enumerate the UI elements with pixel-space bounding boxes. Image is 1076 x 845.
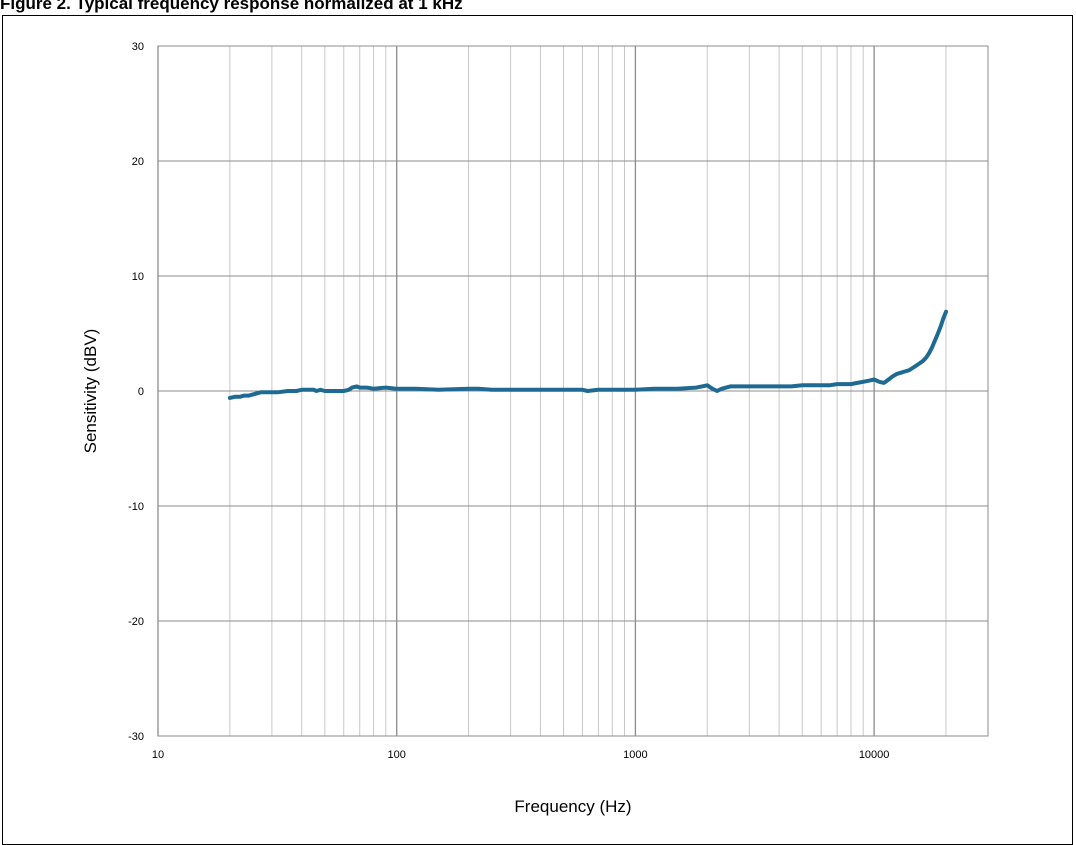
y-tick-label: -30 <box>128 731 144 743</box>
y-tick-label: -20 <box>128 616 144 628</box>
y-tick-label: 30 <box>132 41 144 53</box>
x-tick-label: 10 <box>152 749 164 761</box>
plot-area <box>157 45 989 737</box>
y-tick-label: 0 <box>138 386 144 398</box>
x-axis-title: Frequency (Hz) <box>514 797 631 816</box>
series-line <box>227 309 948 400</box>
y-tick-label: -10 <box>128 501 144 513</box>
y-axis-title: Sensitivity (dBV) <box>81 329 100 454</box>
figure-caption: Figure 2. Typical frequency response nor… <box>0 0 463 13</box>
x-tick-label: 10000 <box>859 749 890 761</box>
grid-lines <box>157 45 989 737</box>
y-tick-label: 20 <box>132 156 144 168</box>
x-tick-label: 1000 <box>623 749 647 761</box>
x-tick-label: 100 <box>388 749 406 761</box>
y-tick-label: 10 <box>132 271 144 283</box>
